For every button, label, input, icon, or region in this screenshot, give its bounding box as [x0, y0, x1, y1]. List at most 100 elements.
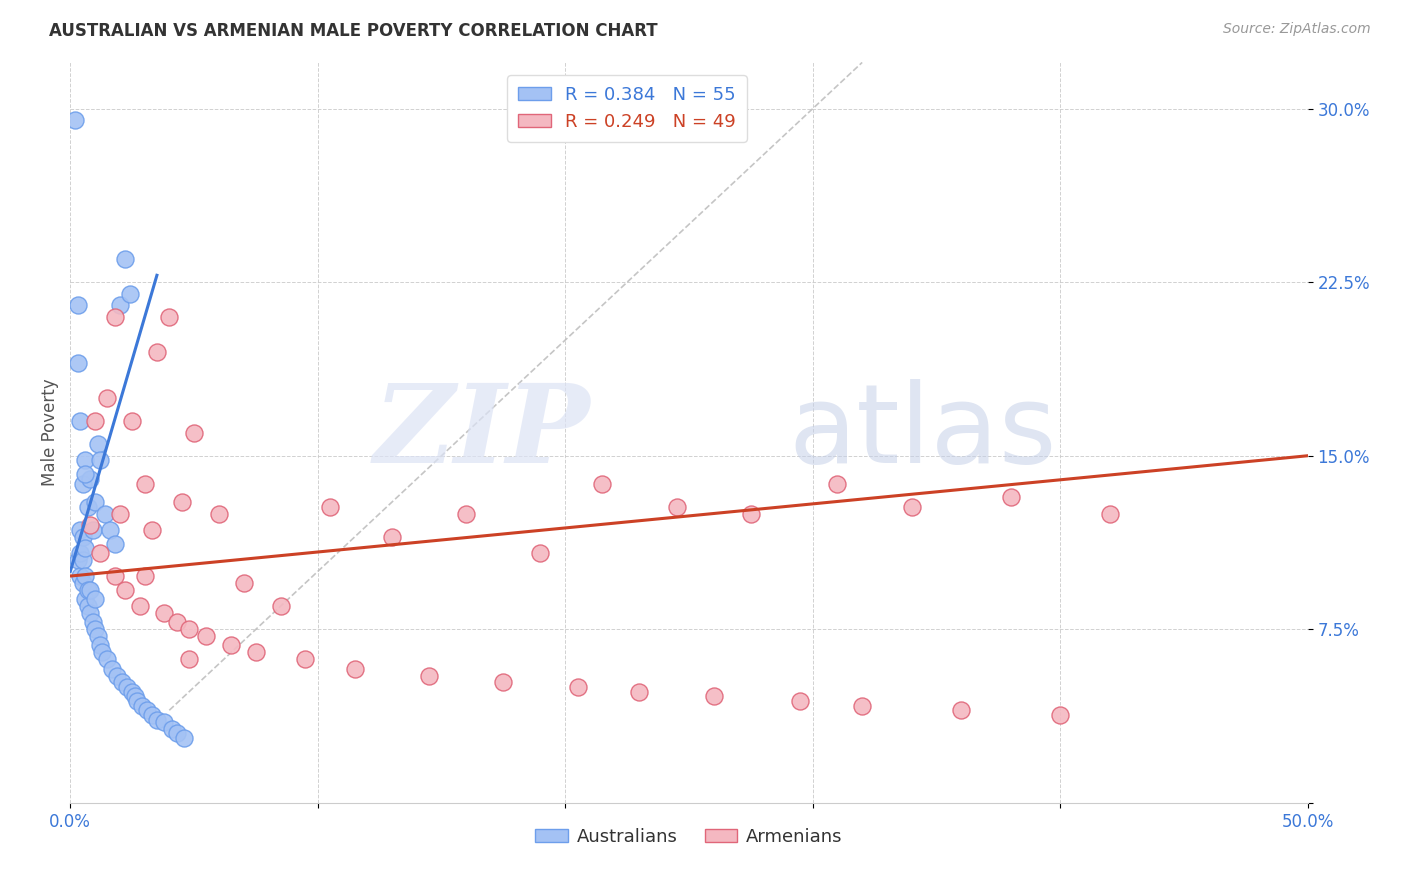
Point [381, 530, 404, 544]
Point [84, 414, 107, 428]
Point [157, 310, 180, 324]
Point [94, 507, 117, 521]
Point [183, 425, 205, 440]
Point [492, 675, 515, 690]
Point [108, 298, 131, 312]
Point [146, 713, 169, 727]
Point [1049, 707, 1071, 722]
Point [82, 523, 104, 537]
Point [146, 344, 169, 359]
Point [208, 507, 231, 521]
Point [79, 518, 101, 533]
Point [96, 652, 118, 666]
Point [89, 546, 111, 560]
Point [76, 599, 98, 614]
Point [75, 453, 97, 467]
Point [270, 599, 292, 614]
Point [72, 553, 94, 567]
Point [86, 437, 108, 451]
Point [66, 356, 89, 370]
Point [104, 569, 127, 583]
Point [418, 668, 440, 682]
Point [294, 652, 316, 666]
Text: AUSTRALIAN VS ARMENIAN MALE POVERTY CORRELATION CHART: AUSTRALIAN VS ARMENIAN MALE POVERTY CORR… [49, 22, 658, 40]
Point [827, 476, 849, 491]
Point [76, 582, 98, 597]
Point [136, 703, 159, 717]
Point [79, 582, 101, 597]
Point [69, 414, 91, 428]
Point [124, 690, 146, 704]
Point [89, 639, 111, 653]
Text: atlas: atlas [787, 379, 1056, 486]
Point [65, 113, 87, 128]
Point [105, 668, 128, 682]
Point [104, 536, 127, 550]
Point [91, 645, 114, 659]
Point [72, 476, 94, 491]
Point [177, 652, 200, 666]
Point [86, 629, 108, 643]
Point [84, 592, 107, 607]
Point [177, 622, 200, 636]
Point [79, 472, 101, 486]
Point [141, 707, 163, 722]
Point [343, 662, 366, 676]
Point [1098, 507, 1121, 521]
Point [118, 286, 141, 301]
Point [703, 690, 725, 704]
Point [96, 391, 118, 405]
Point [98, 523, 121, 537]
Point [166, 615, 188, 630]
Point [104, 310, 127, 324]
Point [121, 685, 143, 699]
Point [75, 541, 97, 556]
Point [84, 622, 107, 636]
Point [127, 694, 149, 708]
Point [72, 576, 94, 591]
Point [82, 615, 104, 630]
Point [529, 546, 551, 560]
Point [232, 576, 254, 591]
Point [72, 530, 94, 544]
Point [456, 507, 478, 521]
Point [851, 698, 873, 713]
Point [115, 680, 138, 694]
Point [153, 714, 176, 729]
Point [141, 523, 163, 537]
Point [79, 606, 101, 620]
Point [591, 476, 613, 491]
Y-axis label: Male Poverty: Male Poverty [41, 379, 59, 486]
Point [114, 252, 136, 266]
Point [134, 569, 156, 583]
Point [66, 553, 89, 567]
Point [75, 592, 97, 607]
Point [319, 500, 342, 514]
Point [567, 680, 589, 694]
Point [219, 639, 242, 653]
Point [108, 507, 131, 521]
Point [84, 495, 107, 509]
Point [89, 453, 111, 467]
Text: Source: ZipAtlas.com: Source: ZipAtlas.com [1223, 22, 1371, 37]
Point [950, 703, 973, 717]
Point [153, 606, 176, 620]
Point [114, 582, 136, 597]
Point [900, 500, 922, 514]
Point [160, 722, 183, 736]
Point [134, 476, 156, 491]
Legend: Australians, Armenians: Australians, Armenians [529, 821, 849, 853]
Point [121, 414, 143, 428]
Point [166, 726, 188, 740]
Point [128, 599, 150, 614]
Point [69, 569, 91, 583]
Point [628, 685, 651, 699]
Point [75, 569, 97, 583]
Point [740, 507, 762, 521]
Point [76, 500, 98, 514]
Point [75, 467, 97, 482]
Point [170, 495, 193, 509]
Point [665, 500, 688, 514]
Point [66, 298, 89, 312]
Point [195, 629, 218, 643]
